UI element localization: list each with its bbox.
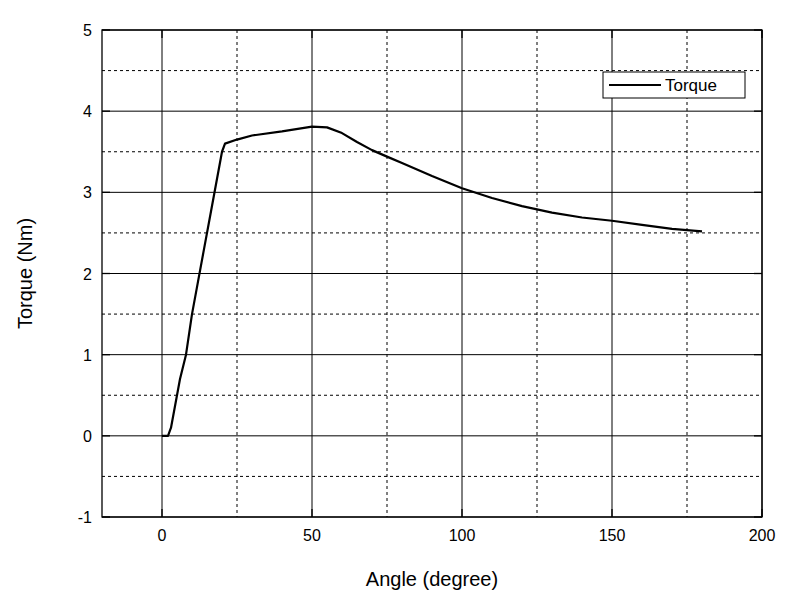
plot-frame <box>102 30 762 517</box>
minor-grid-y <box>102 314 762 315</box>
y-tick-right <box>754 273 762 274</box>
legend-label: Torque <box>665 76 717 95</box>
y-tick-right <box>754 192 762 193</box>
y-tick <box>102 354 110 355</box>
x-tick-label: 100 <box>449 527 476 544</box>
y-tick-right <box>754 435 762 436</box>
x-tick-label: 50 <box>303 527 321 544</box>
grid-y <box>102 354 762 355</box>
x-tick-top <box>611 30 612 38</box>
y-tick <box>102 192 110 193</box>
y-tick <box>102 111 110 112</box>
x-tick <box>611 509 612 517</box>
y-axis-label: Torque (Nm) <box>14 218 36 329</box>
minor-grid-y <box>102 151 762 152</box>
x-tick-top <box>761 30 762 38</box>
series-line <box>162 127 702 436</box>
x-tick <box>761 509 762 517</box>
y-tick-label: -1 <box>78 509 92 526</box>
ticks: 0 50 100 150 200 -1 0 1 2 3 4 5 <box>78 22 776 544</box>
legend-swatch <box>609 84 661 86</box>
y-tick-right <box>754 354 762 355</box>
data <box>162 127 702 436</box>
y-tick <box>102 29 110 30</box>
legend-box <box>603 72 745 98</box>
y-tick <box>102 435 110 436</box>
x-tick-label: 200 <box>749 527 776 544</box>
grid-y <box>102 111 762 112</box>
grid-y <box>102 273 762 274</box>
minor-grid-y <box>102 395 762 396</box>
x-tick-top <box>461 30 462 38</box>
y-tick-label: 0 <box>83 428 92 445</box>
x-tick-top <box>311 30 312 38</box>
y-tick-right <box>754 516 762 517</box>
x-tick-label: 0 <box>158 527 167 544</box>
minor-grid-y <box>102 232 762 233</box>
grid-y <box>102 435 762 436</box>
x-axis-label: Angle (degree) <box>366 568 498 590</box>
chart: 0 50 100 150 200 -1 0 1 2 3 4 5 Angle (degree) Torque… <box>0 0 790 601</box>
minor-grid-y <box>102 476 762 477</box>
grid-y <box>102 192 762 193</box>
y-tick-label: 4 <box>83 103 92 120</box>
x-tick <box>311 509 312 517</box>
grid <box>102 30 762 517</box>
minor-grid-y <box>102 70 762 71</box>
x-tick <box>161 509 162 517</box>
y-tick-label: 1 <box>83 347 92 364</box>
y-tick-right <box>754 29 762 30</box>
y-tick <box>102 273 110 274</box>
x-tick-top <box>161 30 162 38</box>
y-tick-label: 2 <box>83 266 92 283</box>
y-tick-label: 3 <box>83 184 92 201</box>
x-tick <box>461 509 462 517</box>
y-tick <box>102 516 110 517</box>
legend: Torque <box>603 72 745 98</box>
y-tick-label: 5 <box>83 22 92 39</box>
y-tick-right <box>754 111 762 112</box>
x-tick-label: 150 <box>599 527 626 544</box>
